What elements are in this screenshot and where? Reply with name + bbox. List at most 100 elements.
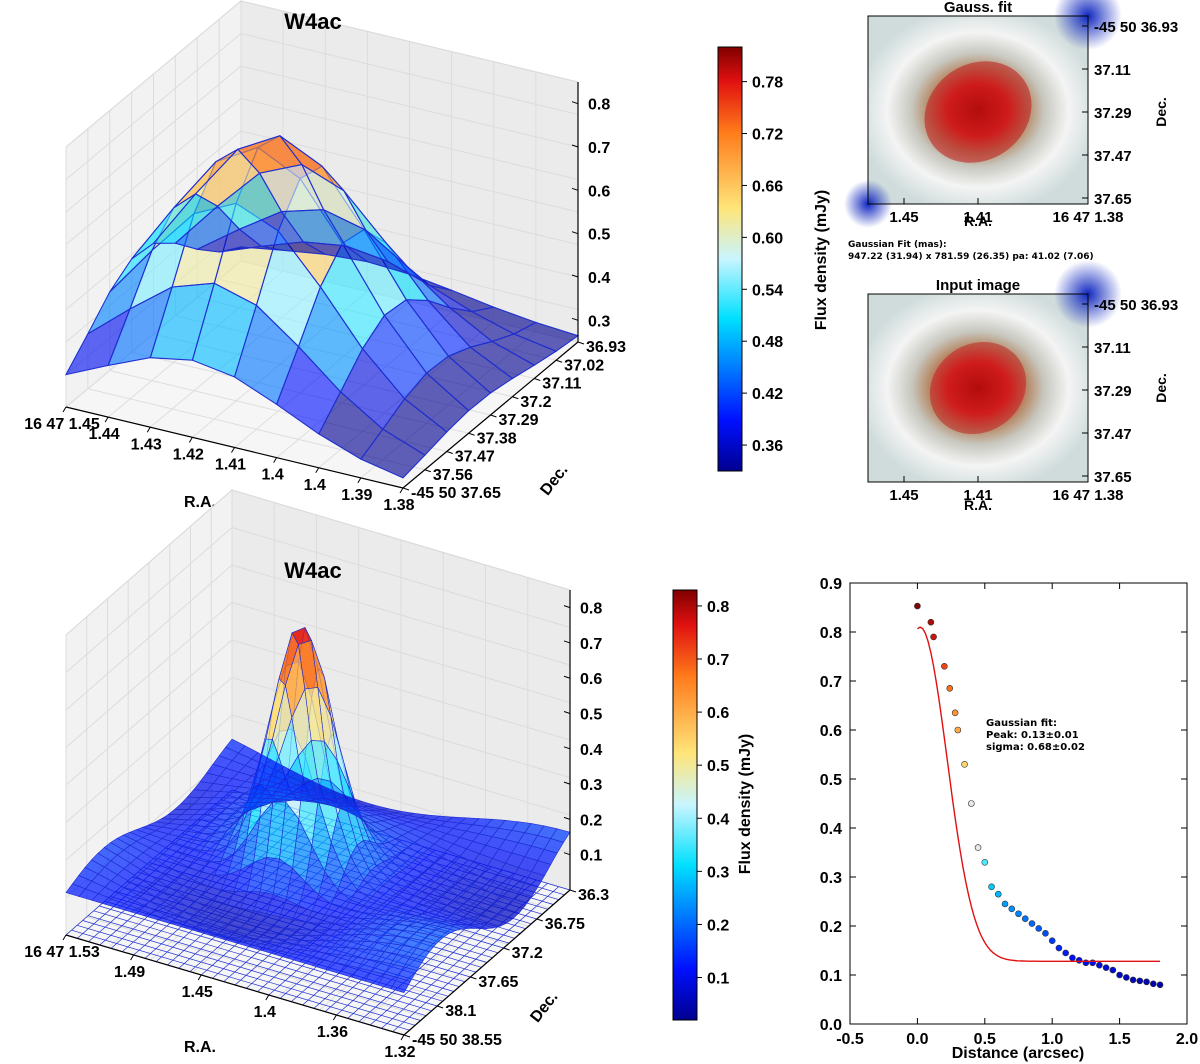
profile-data-point xyxy=(1156,981,1164,989)
colorbar-tick-label: 0.48 xyxy=(752,334,783,351)
z-tick-label: 0.4 xyxy=(580,742,602,759)
x-tick-labels: 16 47 1.451.44 1.43 1.42 1.41 1.4 1.4 1.39 1.38 xyxy=(24,416,414,514)
colorbar-tick-label: 0.60 xyxy=(752,230,783,247)
profile-data-point xyxy=(946,685,954,692)
y-tick-label: -45 50 38.55 xyxy=(412,1032,502,1049)
profile-y-tick-label: 0.0 xyxy=(820,1017,842,1034)
z-tick-label: 0.6 xyxy=(580,671,602,688)
x-tick-label: 1.4 xyxy=(262,467,284,484)
y-tick-label: 37.02 xyxy=(564,357,604,374)
x-tick-mark xyxy=(315,467,320,474)
colorbar-bottom-label: Flux density (mJy) xyxy=(737,734,754,874)
profile-x-tick-label: 1.0 xyxy=(1041,1031,1063,1048)
heatmap-y-tick-label: -45 50 36.93 xyxy=(1094,19,1178,36)
z-tick-mark xyxy=(571,317,579,321)
z-tick-labels: 0.8 0.7 0.6 0.5 0.4 0.3 0.2 0.1 xyxy=(580,601,602,865)
x-tick-mark xyxy=(399,487,404,494)
profile-peak: Peak: 0.13±0.01 xyxy=(986,730,1079,741)
profile-data-point xyxy=(981,858,989,866)
profile-y-tick-label: 0.3 xyxy=(820,870,842,887)
profile-data-point xyxy=(1150,980,1157,988)
profile-data-point xyxy=(1055,944,1063,952)
wall-gridline xyxy=(65,489,233,636)
y-axis-label: Dec. xyxy=(537,462,571,499)
y-tick-mark xyxy=(512,396,519,400)
z-tick-label: 0.8 xyxy=(588,97,610,114)
x-axis-label: R.A. xyxy=(184,494,216,511)
profile-y-tick-label: 0.2 xyxy=(820,919,842,936)
z-tick-label: 0.3 xyxy=(588,313,610,330)
gauss-fit-core xyxy=(924,61,1032,163)
z-tick-label: 0.5 xyxy=(580,707,602,724)
colorbar-tick-label: 0.1 xyxy=(707,971,729,988)
input-image-title: Input image xyxy=(936,277,1020,294)
z-tick-mark xyxy=(563,711,571,715)
y-tick-label: 37.47 xyxy=(455,449,495,466)
wall-gridline xyxy=(65,0,242,148)
colorbar-tick-label: 0.72 xyxy=(752,127,783,144)
colorbar-tick-label: 0.3 xyxy=(707,864,729,881)
heatmap-x-tick-label: 16 47 1.38 xyxy=(1053,487,1124,504)
colorbar-tick-label: 0.36 xyxy=(752,438,783,455)
profile-data-point xyxy=(1102,964,1110,971)
heatmap-x-tick-label: 1.41 xyxy=(963,209,992,226)
x-tick-label: 1.39 xyxy=(341,487,372,504)
axis-lines xyxy=(62,82,585,494)
heatmap-x-tick-label: 1.45 xyxy=(889,209,918,226)
profile-x-tick-label: 0.5 xyxy=(974,1031,996,1048)
colorbar-tick-label: 0.42 xyxy=(752,386,783,403)
gauss-fit-annotation-values: 947.22 (31.94) x 781.59 (26.35) pa: 41.0… xyxy=(848,252,1094,262)
z-tick-mark xyxy=(563,781,571,785)
heatmap-y-tick-label: 37.11 xyxy=(1094,340,1131,357)
profile-data-point xyxy=(1075,956,1083,964)
profile-y-tick-label: 0.4 xyxy=(820,821,842,838)
y-tick-mark xyxy=(555,359,563,363)
heatmap-y-tick-label: -45 50 36.93 xyxy=(1094,297,1178,314)
y-tick-label: 37.29 xyxy=(499,412,539,429)
profile-data-point xyxy=(1062,949,1069,957)
z-tick-mark xyxy=(563,816,571,820)
x-tick-label: 1.41 xyxy=(215,457,246,474)
surface-cell xyxy=(225,738,246,754)
x-tick-label: 1.45 xyxy=(182,984,213,1001)
profile-data-point xyxy=(1048,937,1056,945)
y-tick-label: 36.93 xyxy=(586,339,626,356)
x-tick-label: 16 47 1.53 xyxy=(24,944,100,961)
surface-bottom-title: W4ac xyxy=(284,558,341,583)
y-tick-mark xyxy=(470,976,477,980)
heatmap-x-tick-label: 16 47 1.38 xyxy=(1053,209,1124,226)
surface-mesh xyxy=(65,627,571,993)
profile-data-point xyxy=(961,760,968,768)
z-tick-label: 0.8 xyxy=(580,601,602,618)
wall-gridline xyxy=(65,130,242,278)
input-image-ylabel: Dec. xyxy=(1153,373,1169,403)
z-tick-mark xyxy=(563,605,571,609)
axis-lines xyxy=(62,590,577,1041)
colorbar-tick-label: 0.6 xyxy=(707,705,729,722)
profile-y-tick-label: 0.1 xyxy=(820,968,842,985)
wall-gridline xyxy=(65,98,242,245)
x-tick-label: 1.42 xyxy=(173,446,204,463)
gauss-fit-ylabel: Dec. xyxy=(1153,97,1169,127)
profile-sigma: sigma: 0.68±0.02 xyxy=(986,742,1085,753)
profile-x-tick-label: 0.0 xyxy=(906,1031,928,1048)
colorbar-tick-label: 0.7 xyxy=(707,652,729,669)
z-tick-mark xyxy=(571,274,579,278)
colorbar-top-ticks: 0.78 0.72 0.66 0.60 0.54 0.48 0.42 0.36 xyxy=(742,75,783,455)
surface-plot-top: W4ac 16 47 1.451.44 1.43 1.42 1.41 1.4 1.4 1.3… xyxy=(24,0,626,514)
profile-data-point xyxy=(1042,930,1049,937)
y-tick-label: -45 50 37.65 xyxy=(411,485,501,502)
profile-data-point xyxy=(1035,925,1043,932)
input-image-ticks: 1.45 1.41 16 47 1.38 -45 50 36.93 37.11 37.29… xyxy=(889,297,1178,504)
z-tick-label: 0.5 xyxy=(588,227,610,244)
colorbar-bottom-gradient xyxy=(672,589,698,1021)
y-tick-mark xyxy=(536,918,543,922)
profile-data-point xyxy=(930,633,937,641)
profile-data-point xyxy=(1096,961,1103,969)
z-tick-label: 0.6 xyxy=(588,183,610,200)
wall-gridline xyxy=(240,98,579,180)
y-tick-label: 37.56 xyxy=(433,467,473,484)
profile-xlabel: Distance (arcsec) xyxy=(952,1045,1085,1062)
profile-data-point xyxy=(1143,978,1150,986)
